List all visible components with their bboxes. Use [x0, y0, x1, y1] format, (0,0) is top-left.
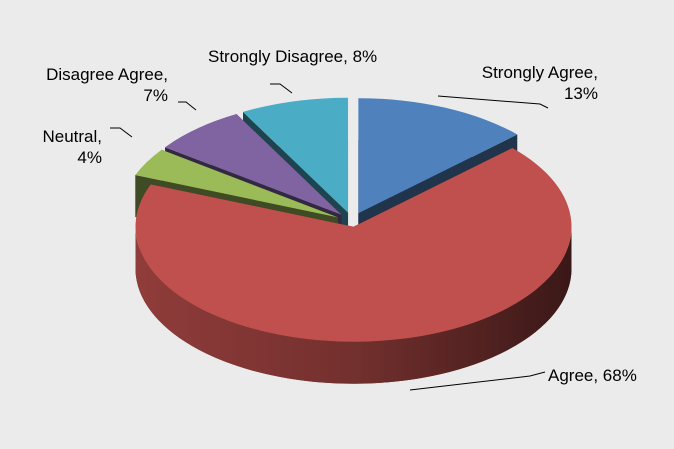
leader-line — [110, 127, 133, 138]
slices — [135, 97, 572, 384]
data-label: Strongly Agree, 13% — [481, 63, 598, 103]
data-label: Disagree Agree, 7% — [46, 65, 168, 105]
slice — [358, 98, 518, 214]
leader-lines — [110, 83, 549, 391]
leader-line — [437, 95, 549, 109]
leader-line — [409, 371, 546, 391]
slice-side — [135, 226, 572, 384]
leader-line — [178, 101, 197, 111]
data-label: Agree, 68% — [548, 366, 637, 385]
slice — [135, 149, 338, 218]
data-label: Neutral, 4% — [42, 127, 102, 167]
data-label: Strongly Disagree, 8% — [208, 47, 378, 66]
slice — [242, 97, 349, 213]
leader-line — [270, 83, 293, 94]
slice — [135, 147, 572, 342]
slice — [165, 114, 342, 215]
